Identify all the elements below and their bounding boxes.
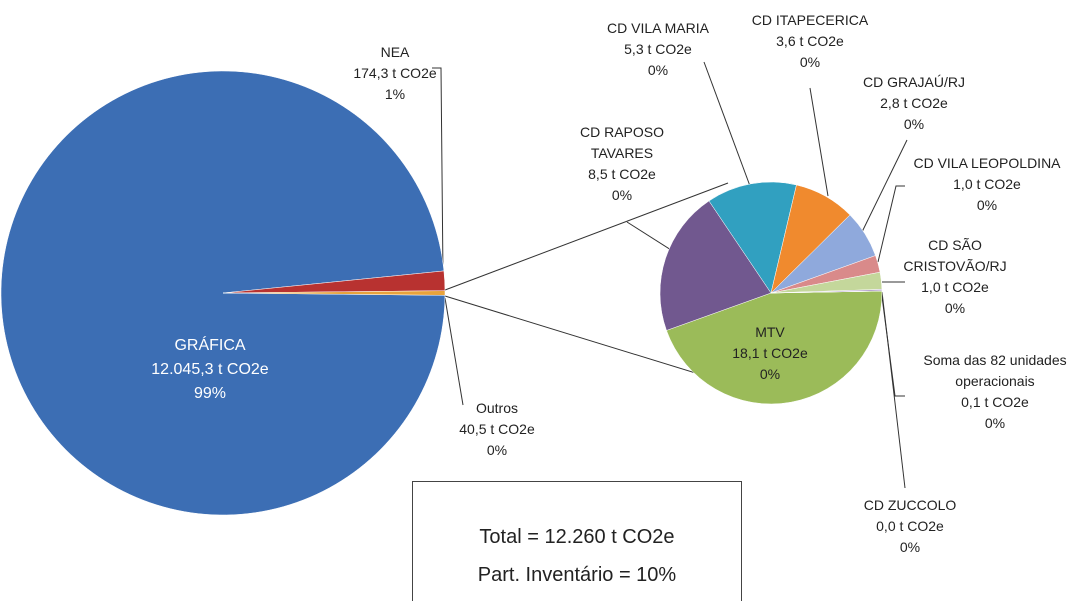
leader-line	[444, 297, 464, 406]
annotation: Part. Inventário = 10%	[477, 564, 677, 586]
leader-line	[432, 67, 444, 277]
pie-slice	[222, 290, 446, 296]
percent-label: 0%	[611, 187, 633, 203]
pie-slice	[666, 290, 883, 405]
slice-name: CD ZUCCOLO	[863, 497, 957, 513]
pie-slice	[708, 181, 797, 294]
data-label: CD ZUCCOLO 0,0 t CO2e 0%	[850, 495, 970, 558]
data-label: MTV 18,1 t CO2e 0%	[715, 322, 825, 385]
slice-name: CD RAPOSO TAVARES	[579, 124, 664, 161]
leader-line	[881, 291, 906, 489]
percent-label: 0%	[984, 415, 1006, 431]
percent-label: 0%	[944, 300, 966, 316]
data-label: CD ITAPECERICA 3,6 t CO2e 0%	[740, 10, 880, 73]
leader-line	[877, 185, 905, 263]
connector-line	[444, 295, 729, 384]
percent-label: 0%	[799, 54, 821, 70]
data-label: CD VILA MARIA 5,3 t CO2e 0%	[593, 18, 723, 81]
percent-label: 1%	[384, 86, 406, 102]
slice-name: Outros	[475, 400, 518, 416]
value-label: 1,0 t CO2e	[921, 279, 989, 295]
percent-label: 0%	[976, 197, 998, 213]
value-label: 3,6 t CO2e	[776, 33, 844, 49]
percent-label: 0%	[903, 116, 925, 132]
leader-lines	[432, 61, 908, 489]
percent-label: 0%	[486, 442, 508, 458]
slice-name: GRÁFICA	[174, 337, 246, 354]
annotation: Total = 12.260 t CO2e	[479, 526, 675, 548]
data-label: GRÁFICA 12.045,3 t CO2e 99%	[110, 334, 310, 406]
data-label: Outros 40,5 t CO2e 0%	[437, 398, 557, 461]
percent-label: 0%	[759, 366, 781, 382]
pie	[659, 181, 883, 405]
leader-line	[703, 61, 751, 187]
slice-name: NEA	[380, 44, 410, 60]
connector-line	[444, 182, 729, 291]
slice-name: CD VILA MARIA	[607, 20, 709, 36]
value-label: 0,1 t CO2e	[961, 394, 1029, 410]
slice-name: CD SÃO CRISTOVÃO/RJ	[903, 237, 1007, 274]
value-label: 5,3 t CO2e	[624, 41, 692, 57]
slice-name: CD ITAPECERICA	[751, 12, 869, 28]
value-label: 18,1 t CO2e	[732, 345, 808, 361]
percent-label: 0%	[899, 539, 921, 555]
value-label: 1,0 t CO2e	[953, 176, 1021, 192]
data-label: CD RAPOSO TAVARES 8,5 t CO2e 0%	[567, 122, 677, 206]
data-label: NEA 174,3 t CO2e 1%	[335, 42, 455, 105]
value-label: 40,5 t CO2e	[459, 421, 535, 437]
slice-name: Soma das 82 unidades operacionais	[923, 352, 1067, 389]
slice-name: CD VILA LEOPOLDINA	[913, 155, 1061, 171]
slice-name: CD GRAJAÚ/RJ	[863, 74, 965, 90]
data-label: CD SÃO CRISTOVÃO/RJ 1,0 t CO2e 0%	[900, 235, 1010, 319]
pie-slice	[659, 200, 772, 331]
data-label: Soma das 82 unidades operacionais 0,1 t C…	[905, 350, 1085, 434]
percent-label: 99%	[193, 385, 227, 402]
leader-line	[861, 139, 908, 233]
percent-label: 0%	[647, 62, 669, 78]
leader-line	[809, 87, 829, 197]
value-label: 8,5 t CO2e	[588, 166, 656, 182]
data-label: CD GRAJAÚ/RJ 2,8 t CO2e 0%	[854, 72, 974, 135]
total-box: Total = 12.260 t CO2e Part. Inventário =…	[412, 481, 742, 601]
pie-slice	[770, 290, 882, 294]
slice-name: MTV	[755, 324, 785, 340]
pie	[0, 70, 446, 516]
data-label: CD VILA LEOPOLDINA 1,0 t CO2e 0%	[902, 153, 1072, 216]
value-label: 174,3 t CO2e	[353, 65, 437, 81]
value-label: 12.045,3 t CO2e	[151, 361, 269, 378]
value-label: 2,8 t CO2e	[880, 95, 948, 111]
value-label: 0,0 t CO2e	[876, 518, 944, 534]
